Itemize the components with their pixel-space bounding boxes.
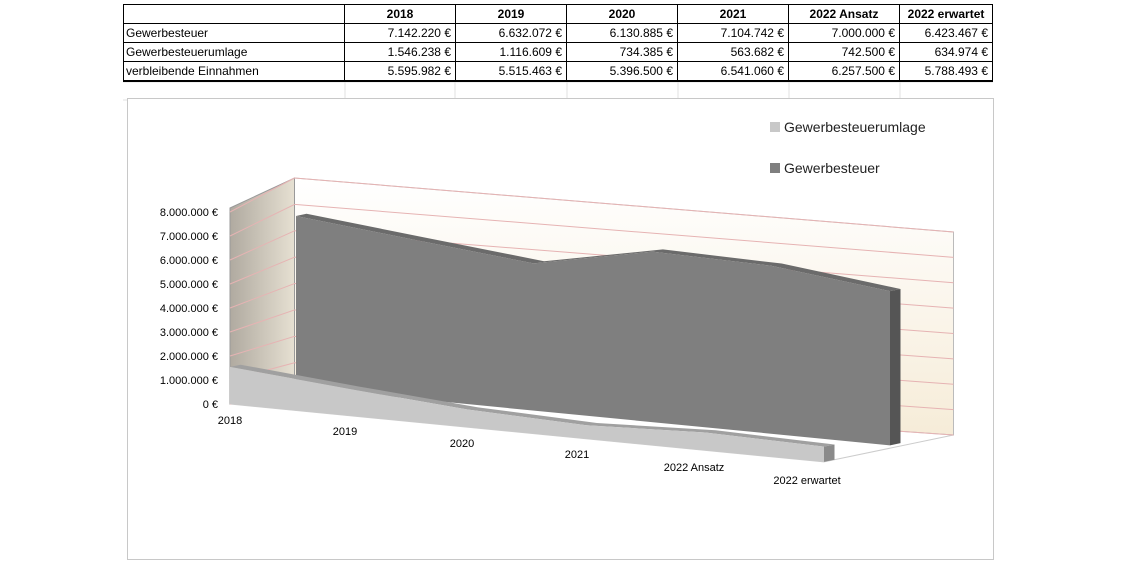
table-cell: 5.515.463 € [455, 61, 567, 82]
x-tick-label: 2022 Ansatz [664, 462, 725, 474]
row-label: Gewerbesteuer [123, 23, 345, 43]
gridline [294, 203, 954, 258]
legend-swatch [770, 122, 780, 132]
y-tick-label: 0 € [203, 399, 218, 411]
table-cell: 5.396.500 € [566, 61, 678, 82]
gridline [229, 256, 295, 285]
row-label: verbleibende Einnahmen [123, 61, 345, 82]
legend-swatch [770, 163, 780, 173]
gewerbesteuerumlage-top [230, 364, 835, 447]
table-header-row: 2018 2019 2020 2021 2022 Ansatz 2022 erw… [123, 4, 993, 24]
gewerbesteuer-area [296, 215, 890, 446]
x-tick-label: 2020 [450, 438, 474, 450]
x-axis: 2018 2019 2020 2021 2022 Ansatz 2022 erwartet [218, 415, 841, 487]
gewerbesteuerumlage-area [230, 366, 824, 462]
chart-series [230, 213, 901, 462]
table-header-cell: 2019 [455, 4, 567, 24]
gridline [229, 177, 295, 213]
legend-item: Gewerbesteuer [770, 160, 880, 176]
table-cell: 6.130.885 € [566, 23, 678, 43]
table-header-cell: 2018 [344, 4, 456, 24]
table-header-cell: 2022 Ansatz [788, 4, 900, 24]
table-cell: 6.257.500 € [788, 61, 900, 82]
table-row: Gewerbesteuer 7.142.220 € 6.632.072 € 6.… [123, 23, 993, 43]
x-tick-label: 2021 [565, 449, 589, 461]
y-tick-label: 1.000.000 € [160, 375, 218, 387]
table-cell: 7.142.220 € [344, 23, 456, 43]
y-tick-label: 2.000.000 € [160, 351, 218, 363]
area-chart-3d: 0 € 1.000.000 € 2.000.000 € 3.000.000 € 4.00… [160, 177, 954, 487]
table-cell: 6.423.467 € [899, 23, 993, 43]
data-table: 2018 2019 2020 2021 2022 Ansatz 2022 erw… [123, 4, 993, 82]
table-cell: 1.546.238 € [344, 42, 456, 62]
table-cell: 734.385 € [566, 42, 678, 62]
x-tick-label: 2018 [218, 415, 242, 427]
table-row: Gewerbesteuerumlage 1.546.238 € 1.116.60… [123, 42, 993, 62]
table-cell: 7.104.742 € [677, 23, 789, 43]
table-header-cell: 2020 [566, 4, 678, 24]
y-tick-label: 4.000.000 € [160, 303, 218, 315]
gridline [229, 230, 295, 261]
table-cell: 742.500 € [788, 42, 900, 62]
legend-item: Gewerbesteuerumlage [770, 119, 926, 135]
table-cell: 6.632.072 € [455, 23, 567, 43]
table-cell: 7.000.000 € [788, 23, 900, 43]
gridline [294, 177, 954, 233]
table-row: verbleibende Einnahmen 5.595.982 € 5.515… [123, 61, 993, 82]
y-tick-label: 6.000.000 € [160, 255, 218, 267]
table-header-cell: 2022 erwartet [899, 4, 993, 24]
gewerbesteuerumlage-side [824, 444, 835, 462]
y-tick-label: 8.000.000 € [160, 207, 218, 219]
gridline [229, 203, 295, 237]
table-cell: 5.788.493 € [899, 61, 993, 82]
legend-label: Gewerbesteuerumlage [784, 119, 926, 135]
legend-label: Gewerbesteuer [784, 160, 880, 176]
table-cell: 5.595.982 € [344, 61, 456, 82]
gridline [229, 335, 295, 357]
x-tick-label: 2022 erwartet [773, 475, 840, 487]
table-cell: 1.116.609 € [455, 42, 567, 62]
x-tick-label: 2019 [333, 426, 357, 438]
table-header-cell: 2021 [677, 4, 789, 24]
y-tick-label: 5.000.000 € [160, 279, 218, 291]
gewerbesteuer-side [890, 288, 901, 446]
y-tick-label: 7.000.000 € [160, 231, 218, 243]
table-cell: 6.541.060 € [677, 61, 789, 82]
table-header-cell [123, 4, 345, 24]
table-cell: 563.682 € [677, 42, 789, 62]
row-label: Gewerbesteuerumlage [123, 42, 345, 62]
table-cell: 634.974 € [899, 42, 993, 62]
y-axis: 0 € 1.000.000 € 2.000.000 € 3.000.000 € 4.00… [160, 207, 218, 411]
gridline [229, 309, 295, 333]
y-tick-label: 3.000.000 € [160, 327, 218, 339]
gridline [229, 283, 295, 309]
